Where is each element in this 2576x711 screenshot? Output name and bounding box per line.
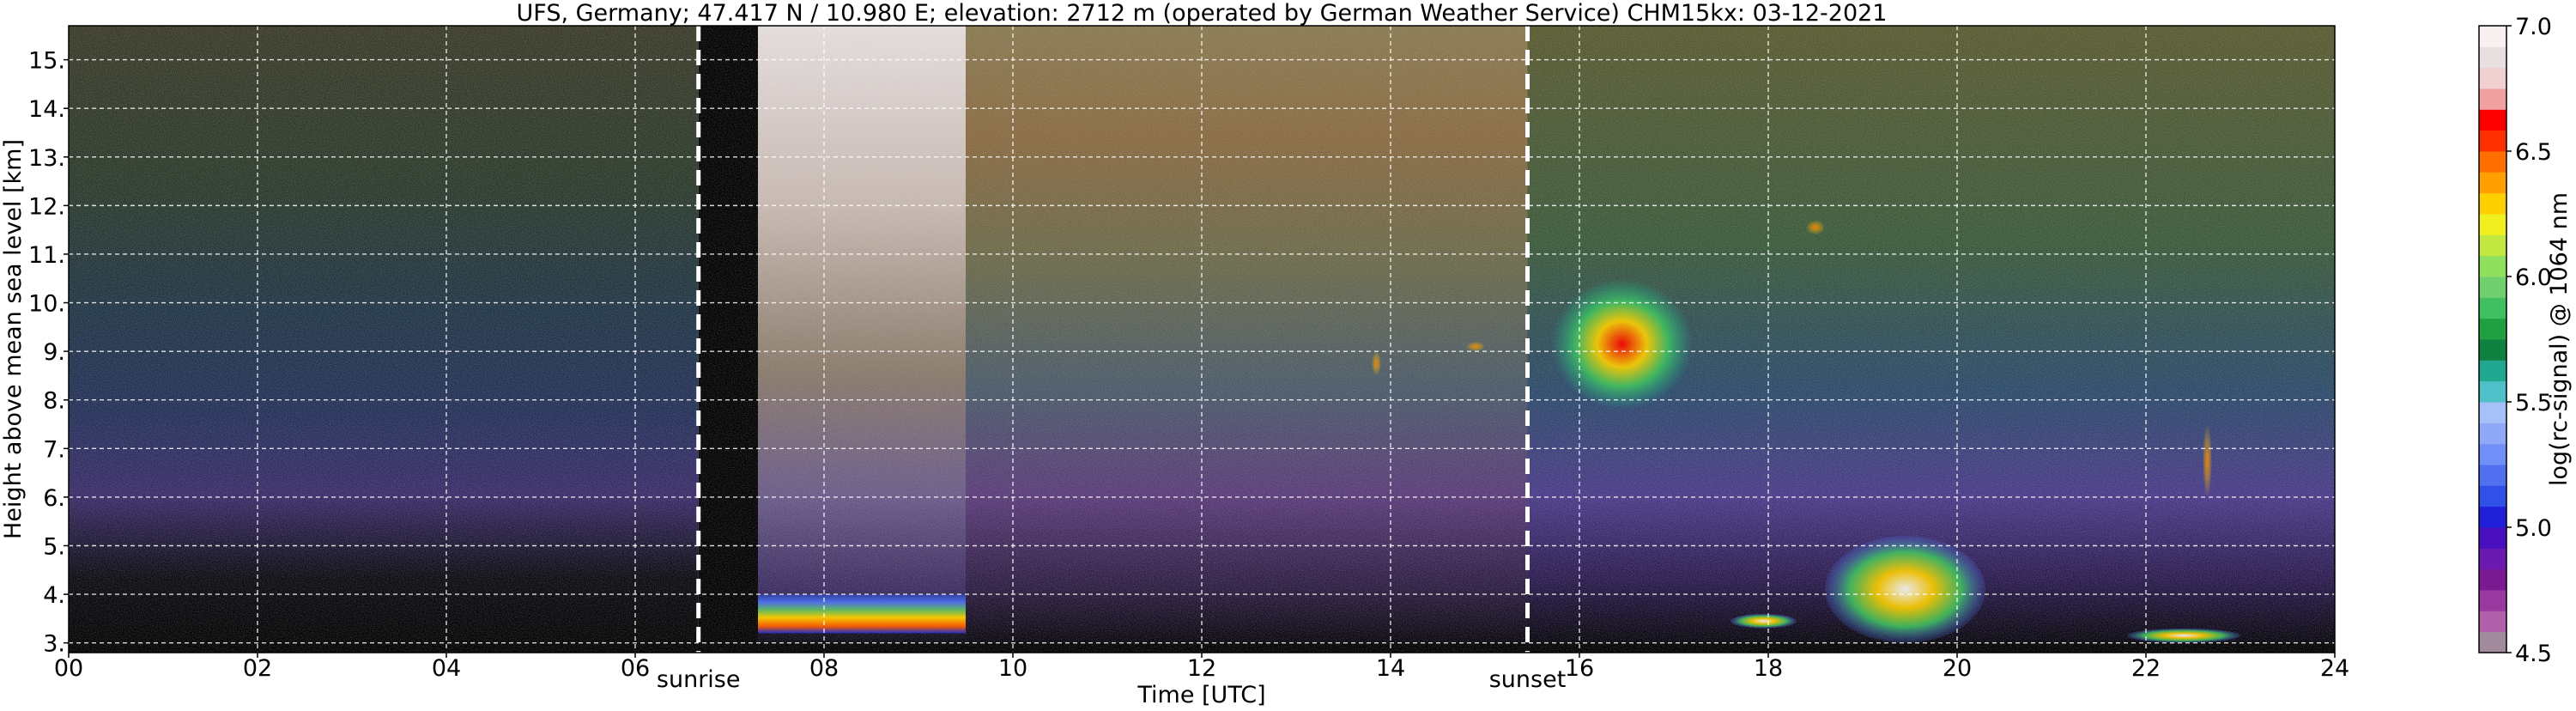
- x-tick-label-1: 02: [243, 655, 272, 682]
- y-tick-label-3: 6.: [43, 485, 65, 512]
- y-tick-label-6: 9.: [43, 339, 65, 366]
- colorbar-tick-label-0: 4.5: [2515, 641, 2552, 667]
- colorbar-swatch-12: [2479, 380, 2506, 403]
- colorbar-swatch-3: [2479, 568, 2506, 591]
- colorbar-swatch-5: [2479, 527, 2506, 549]
- y-tick-label-9: 12.: [28, 193, 65, 220]
- y-tick-label-12: 15.: [28, 48, 65, 75]
- x-axis-label: Time [UTC]: [1136, 682, 1265, 708]
- colorbar-swatch-6: [2479, 506, 2506, 528]
- feature-thin_cloud-6: [1806, 220, 1825, 235]
- y-tick-label-8: 11.: [28, 242, 65, 269]
- colorbar-swatch-2: [2479, 590, 2506, 611]
- colorbar: 4.5 5.0 5.5 6.0 6.5 7.0: [2478, 14, 2552, 667]
- colorbar-swatch-17: [2479, 276, 2506, 298]
- feature-cirrus_cloud-3: [1551, 278, 1693, 410]
- colorbar-swatch-0: [2479, 631, 2506, 653]
- colorbar-swatch-16: [2479, 297, 2506, 319]
- x-tick-label-10: 20: [1943, 655, 1972, 682]
- colorbar-tick-label-4: 6.5: [2515, 139, 2552, 166]
- colorbar-swatch-20: [2479, 214, 2506, 235]
- x-tick-label-8: 16: [1565, 655, 1594, 682]
- annotation-label-sunrise: sunrise: [657, 666, 741, 693]
- colorbar-swatch-26: [2479, 88, 2506, 110]
- x-tick-label-11: 22: [2131, 655, 2161, 682]
- x-tick-label-0: 00: [54, 655, 83, 682]
- x-tick-label-3: 06: [621, 655, 650, 682]
- colorbar-swatch-28: [2479, 46, 2506, 69]
- feature-thin_cloud-4: [1372, 351, 1381, 376]
- x-tick-label-4: 08: [809, 655, 839, 682]
- colorbar-swatch-25: [2479, 109, 2506, 131]
- colorbar-swatch-29: [2479, 26, 2506, 47]
- x-axis: 00 02 04 06 08 10 12 14 16 18 20 22 24: [54, 653, 2349, 682]
- x-tick-label-6: 12: [1187, 655, 1216, 682]
- x-tick-label-9: 18: [1754, 655, 1783, 682]
- colorbar-swatch-8: [2479, 465, 2506, 486]
- colorbar-swatch-4: [2479, 548, 2506, 570]
- feature-layer: [758, 220, 2240, 643]
- x-tick-label-5: 10: [998, 655, 1027, 682]
- colorbar-swatch-10: [2479, 422, 2506, 445]
- annotation-label-sunset: sunset: [1489, 666, 1567, 693]
- x-tick-label-12: 24: [2320, 655, 2349, 682]
- colorbar-swatch-24: [2479, 130, 2506, 152]
- x-tick-label-2: 04: [432, 655, 461, 682]
- annotation-layer: [696, 26, 1530, 653]
- colorbar-swatch-22: [2479, 172, 2506, 194]
- colorbar-swatch-15: [2479, 318, 2506, 340]
- y-tick-label-10: 13.: [28, 145, 65, 172]
- y-tick-label-4: 7.: [43, 436, 65, 463]
- colorbar-swatch-9: [2479, 443, 2506, 465]
- y-tick-label-7: 10.: [28, 291, 65, 318]
- colorbar-swatch-13: [2479, 360, 2506, 382]
- colorbar-swatch-7: [2479, 485, 2506, 507]
- colorbar-tick-label-2: 5.5: [2515, 390, 2552, 416]
- colorbar-tick-label-1: 5.0: [2515, 515, 2552, 542]
- y-tick-label-2: 5.: [43, 534, 65, 561]
- feature-thin_cloud-5: [1466, 341, 1485, 352]
- y-tick-label-5: 8.: [43, 388, 65, 415]
- feature-low_cloud-9: [2127, 628, 2240, 643]
- chart-title: UFS, Germany; 47.417 N / 10.980 E; eleva…: [517, 0, 1888, 27]
- plot-area: [69, 26, 2335, 653]
- feature-low_cloud-7: [1825, 536, 1985, 643]
- colorbar-label: log(rc-signal) @ 1064 nm: [2546, 192, 2573, 486]
- colorbar-tick-label-5: 7.0: [2515, 14, 2552, 40]
- feature-thin_cloud-10: [2203, 424, 2212, 497]
- y-axis: 3. 4. 5. 6. 7. 8. 9. 10. 11. 12. 13. 14. 15.: [28, 48, 69, 658]
- feature-low_cloud-8: [1730, 613, 1797, 629]
- colorbar-swatch-19: [2479, 234, 2506, 257]
- colorbar-swatch-18: [2479, 255, 2506, 277]
- grid-layer: [69, 26, 2335, 653]
- colorbar-swatch-11: [2479, 402, 2506, 423]
- colorbar-swatch-21: [2479, 192, 2506, 215]
- x-tick-label-7: 14: [1376, 655, 1405, 682]
- y-tick-label-11: 14.: [28, 96, 65, 123]
- feature-strong_signal_band-2: [758, 594, 966, 634]
- y-tick-label-1: 4.: [43, 582, 65, 609]
- colorbar-tick-label-3: 6.0: [2515, 264, 2552, 291]
- colorbar-swatch-14: [2479, 339, 2506, 361]
- colorbar-swatch-1: [2479, 611, 2506, 633]
- colorbar-frame: [2478, 25, 2507, 653]
- y-axis-label: Height above mean sea level [km]: [0, 139, 27, 539]
- colorbar-swatch-27: [2479, 67, 2506, 89]
- colorbar-swatch-23: [2479, 151, 2506, 173]
- y-tick-label-0: 3.: [43, 631, 65, 658]
